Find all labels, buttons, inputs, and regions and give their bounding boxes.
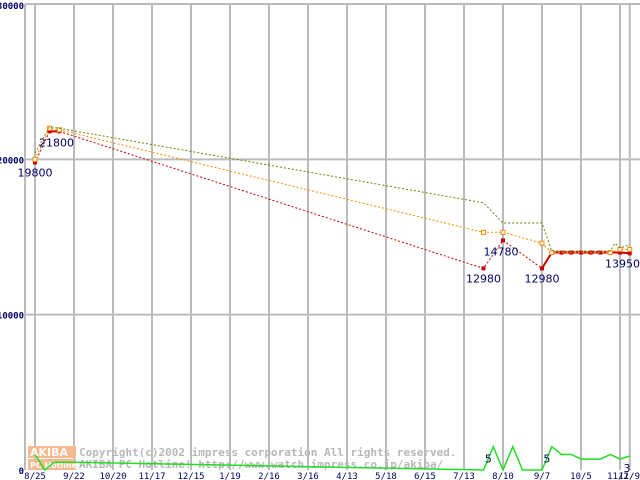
watermark: AKIBA PC Hotline! Copyright(c)2002 impre… [28,446,457,471]
x-tick-label: 3/16 [297,472,319,480]
data-point-min-price [501,238,505,243]
data-label: 19800 [18,166,53,179]
series-line-max-price [34,126,630,252]
data-point-avg-price [549,250,555,256]
x-axis-labels: 8/25 9/22 10/20 11/17 12/15 1/19 2/16 3/16 4/13 5… [24,472,640,480]
data-point-min-price [598,250,603,255]
grid [24,3,640,470]
x-tick-label: 12/15 [177,472,204,480]
y-tick-label: 30000 [0,2,24,12]
data-label: 5 [485,453,492,466]
logo-bottom-text: PC Hotline! [30,461,81,470]
series-line-min-price [34,130,630,270]
data-point-avg-price [481,229,486,235]
data-point-min-price [33,160,37,165]
data-label: 14780 [484,245,519,258]
data-point-min-price [47,129,52,134]
x-tick-label: 5/18 [375,472,397,480]
data-label: 5 [543,453,550,466]
x-tick-label: 2/16 [258,472,280,480]
x-tick-label: 9/22 [63,472,85,480]
x-tick-label: 6/15 [414,472,436,480]
data-point-avg-price [56,127,62,133]
data-point-avg-price [32,156,38,162]
data-point-min-price [618,250,622,255]
series-line-shop-count [34,444,631,472]
x-tick-label: 9/7 [534,472,550,480]
y-tick-label: 10000 [0,312,24,322]
y-axis-labels: 0 10000 20000 30000 [0,2,24,477]
data-point-avg-price [47,125,53,131]
data-point-min-price [540,266,544,271]
x-tick-label: 10/5 [570,472,592,480]
data-point-avg-price [539,240,545,246]
x-tick-label: 10/20 [99,472,126,480]
logo-top-text: AKIBA [30,446,69,459]
data-label: 21800 [39,136,74,149]
x-tick-label: 11/17 [138,472,165,480]
x-tick-label: 7/13 [453,472,475,480]
y-tick-label: 0 [19,467,24,477]
data-point-avg-price [627,246,633,252]
series-lines [32,125,633,472]
x-tick-label: 1/19 [219,472,241,480]
data-point-min-price [627,251,632,256]
data-label: 3 [624,462,631,475]
x-tick-label: 8/10 [492,472,514,480]
x-tick-label: 8/25 [24,472,46,480]
data-point-avg-price [500,229,506,235]
data-label: 12980 [525,272,560,285]
x-tick-label: 4/13 [336,472,358,480]
logo-top-bg [28,446,76,458]
data-label: 13950 [605,257,640,270]
data-point-min-price [559,250,564,255]
url-text: AKIBA PC Hotline! http://www.watch.impre… [79,458,444,471]
data-point-min-price [481,266,486,271]
data-point-min-price [579,250,583,255]
annotations: 19800 21800 12980 14780 12980 13950 5 5 3 [18,136,640,475]
y-tick-label: 20000 [0,156,24,166]
copyright-text: Copyright(c)2002 impress corporation All… [79,446,457,459]
x-tick-label: 11/2 [607,472,629,480]
x-tick-label: 11/9 [618,472,640,480]
data-label: 12980 [466,272,501,285]
series-line-avg-price [34,127,630,253]
